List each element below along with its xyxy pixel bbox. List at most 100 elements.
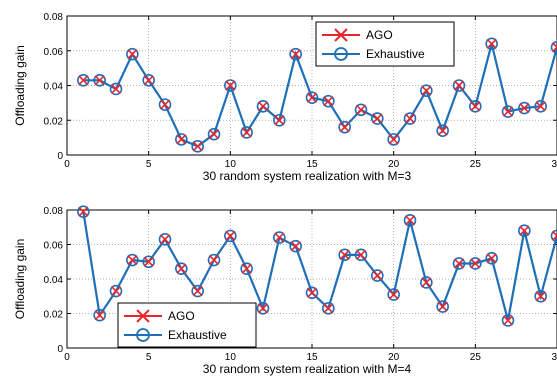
y-axis-label: Offloading gain bbox=[13, 45, 27, 126]
y-tick-label: 0.04 bbox=[44, 82, 64, 93]
legend-label-ago: AGO bbox=[168, 309, 195, 323]
y-tick-label: 0.08 bbox=[44, 206, 64, 217]
point-exhaustive bbox=[109, 82, 123, 96]
point-exhaustive bbox=[142, 255, 155, 269]
point-exhaustive bbox=[77, 73, 90, 87]
x-tick-label: 5 bbox=[146, 159, 152, 170]
point-exhaustive bbox=[224, 79, 237, 92]
point-exhaustive bbox=[240, 262, 253, 275]
y-tick-label: 0 bbox=[57, 151, 63, 162]
legend-label-exhaustive: Exhaustive bbox=[168, 328, 227, 342]
y-tick-label: 0.02 bbox=[44, 310, 64, 321]
point-exhaustive bbox=[452, 257, 466, 270]
point-ago bbox=[551, 42, 557, 53]
point-exhaustive bbox=[289, 239, 302, 253]
point-ago bbox=[208, 254, 220, 266]
point-ago bbox=[225, 80, 236, 91]
x-tick-label: 15 bbox=[306, 352, 318, 363]
point-ago bbox=[225, 230, 236, 241]
point-exhaustive bbox=[175, 133, 188, 146]
point-ago bbox=[404, 113, 416, 124]
point-exhaustive bbox=[469, 100, 482, 113]
point-exhaustive bbox=[550, 40, 557, 54]
point-exhaustive bbox=[305, 91, 319, 104]
legend: AGO Exhaustive bbox=[315, 21, 455, 67]
point-exhaustive bbox=[403, 112, 417, 125]
point-exhaustive bbox=[371, 269, 384, 282]
point-exhaustive bbox=[534, 289, 547, 303]
point-exhaustive bbox=[534, 100, 547, 113]
point-ago bbox=[421, 277, 432, 288]
point-exhaustive bbox=[485, 37, 498, 51]
point-exhaustive bbox=[207, 253, 221, 267]
point-ago bbox=[323, 96, 334, 107]
series-group bbox=[77, 205, 557, 327]
legend-marker-ago bbox=[334, 28, 348, 42]
point-ago bbox=[274, 115, 285, 126]
x-tick-label: 30 bbox=[551, 352, 557, 363]
point-exhaustive bbox=[550, 229, 557, 243]
point-ago bbox=[355, 249, 367, 260]
point-ago bbox=[453, 258, 465, 269]
point-ago bbox=[176, 263, 187, 274]
legend-label-exhaustive: Exhaustive bbox=[366, 47, 425, 61]
legend-label-ago: AGO bbox=[366, 28, 393, 42]
point-exhaustive bbox=[240, 126, 253, 139]
x-tick-label: 15 bbox=[306, 159, 318, 170]
x-axis-label: 30 random system realization with M=4 bbox=[203, 362, 412, 376]
point-exhaustive bbox=[77, 205, 90, 219]
point-ago bbox=[502, 315, 514, 326]
point-ago bbox=[306, 287, 318, 298]
point-ago bbox=[78, 75, 89, 86]
point-ago bbox=[257, 303, 269, 314]
point-ago bbox=[372, 270, 383, 281]
point-exhaustive bbox=[256, 100, 270, 113]
legend-box bbox=[117, 302, 257, 348]
point-ago bbox=[159, 99, 171, 110]
point-exhaustive bbox=[518, 101, 531, 115]
point-exhaustive bbox=[354, 103, 368, 117]
point-exhaustive bbox=[436, 300, 449, 313]
point-ago bbox=[192, 141, 203, 152]
point-ago bbox=[470, 258, 481, 269]
point-ago bbox=[421, 85, 432, 96]
y-tick-label: 0.02 bbox=[44, 116, 64, 127]
point-exhaustive bbox=[175, 262, 188, 275]
point-exhaustive bbox=[501, 314, 515, 327]
x-tick-label: 20 bbox=[388, 159, 400, 170]
point-ago bbox=[127, 49, 138, 60]
point-exhaustive bbox=[322, 94, 335, 108]
point-ago bbox=[306, 92, 318, 103]
point-ago bbox=[535, 101, 546, 112]
chart-bottom-m4: 0 5 10 15 20 25 30 0 0.02 0.04 0.06 0.08 30 random s… bbox=[13, 205, 557, 376]
point-ago bbox=[486, 253, 497, 264]
point-ago bbox=[388, 289, 399, 300]
point-exhaustive bbox=[338, 120, 351, 134]
legend: AGO Exhaustive bbox=[117, 302, 257, 348]
point-exhaustive bbox=[452, 79, 466, 92]
point-ago bbox=[323, 303, 334, 314]
point-ago bbox=[257, 101, 269, 112]
point-ago bbox=[110, 83, 122, 95]
point-ago bbox=[159, 234, 171, 245]
point-exhaustive bbox=[305, 286, 319, 300]
point-ago bbox=[274, 232, 285, 243]
point-exhaustive bbox=[387, 133, 400, 146]
point-ago bbox=[355, 104, 367, 115]
point-ago bbox=[437, 125, 448, 136]
point-ago bbox=[519, 103, 530, 114]
point-ago bbox=[470, 101, 481, 112]
point-ago bbox=[404, 215, 416, 226]
x-tick-label: 30 bbox=[551, 159, 557, 170]
point-exhaustive bbox=[191, 140, 204, 153]
point-exhaustive bbox=[256, 302, 270, 315]
y-axis-label: Offloading gain bbox=[13, 239, 27, 320]
point-exhaustive bbox=[338, 248, 351, 262]
point-ago bbox=[535, 291, 546, 302]
point-ago bbox=[94, 75, 105, 86]
chart-top-m3: 0 5 10 15 20 25 30 0 0.02 0.04 0.06 0.08 30 random s… bbox=[13, 12, 557, 183]
point-ago bbox=[78, 206, 89, 217]
x-tick-label: 20 bbox=[388, 352, 400, 363]
legend-marker-exhaustive bbox=[136, 328, 150, 342]
